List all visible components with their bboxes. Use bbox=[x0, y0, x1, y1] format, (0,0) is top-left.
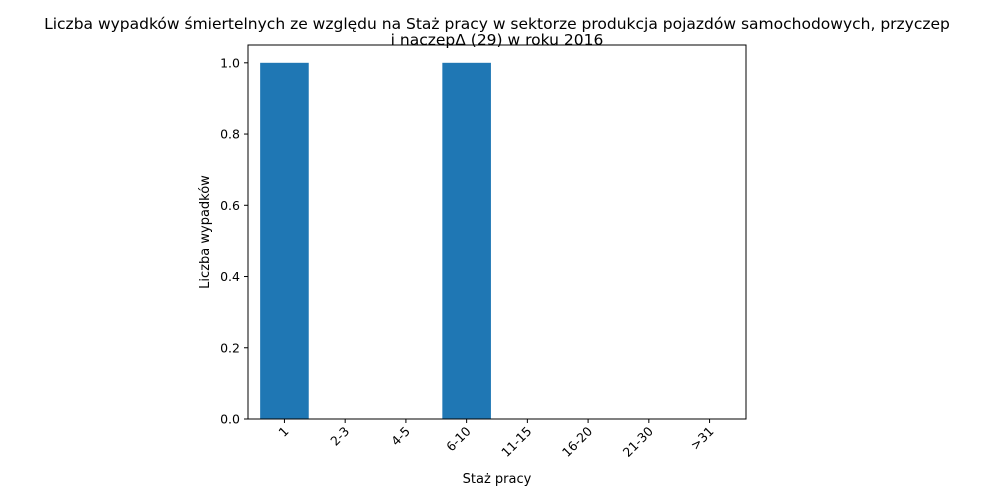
chart-title-line-2: i naczepΔ (29) w roku 2016 bbox=[391, 31, 604, 49]
x-tick-label: 2-3 bbox=[327, 424, 352, 449]
y-tick-label: 0.2 bbox=[220, 340, 240, 355]
chart-title-line-1: Liczba wypadków śmiertelnych ze względu … bbox=[44, 15, 950, 33]
y-axis-label: Liczba wypadków bbox=[198, 175, 213, 289]
y-tick-label: 0.8 bbox=[220, 127, 240, 142]
y-tick-label: 0.0 bbox=[220, 412, 240, 427]
bar-1 bbox=[260, 62, 309, 420]
plot-frame bbox=[247, 44, 747, 420]
x-tick-label: >31 bbox=[687, 424, 716, 453]
bars-group bbox=[260, 62, 491, 420]
y-tick-label: 1.0 bbox=[220, 55, 240, 70]
x-tick-label: 6-10 bbox=[443, 423, 474, 454]
y-tick-label: 0.6 bbox=[220, 198, 240, 213]
y-tick-label: 0.4 bbox=[220, 269, 240, 284]
x-tick-label: 11-15 bbox=[498, 424, 534, 460]
x-tick-label: 1 bbox=[275, 424, 291, 440]
x-tick-label: 4-5 bbox=[388, 424, 413, 449]
x-tick-label: 21-30 bbox=[620, 423, 656, 459]
x-axis: 1 2-3 4-5 6-10 11-15 16-20 21-30 >31 bbox=[275, 419, 717, 460]
y-axis: 0.0 0.2 0.4 0.6 0.8 1.0 bbox=[220, 55, 248, 427]
x-axis-label: Staż pracy bbox=[463, 472, 532, 487]
bar-6-10 bbox=[442, 62, 491, 420]
x-tick-label: 16-20 bbox=[559, 423, 595, 459]
